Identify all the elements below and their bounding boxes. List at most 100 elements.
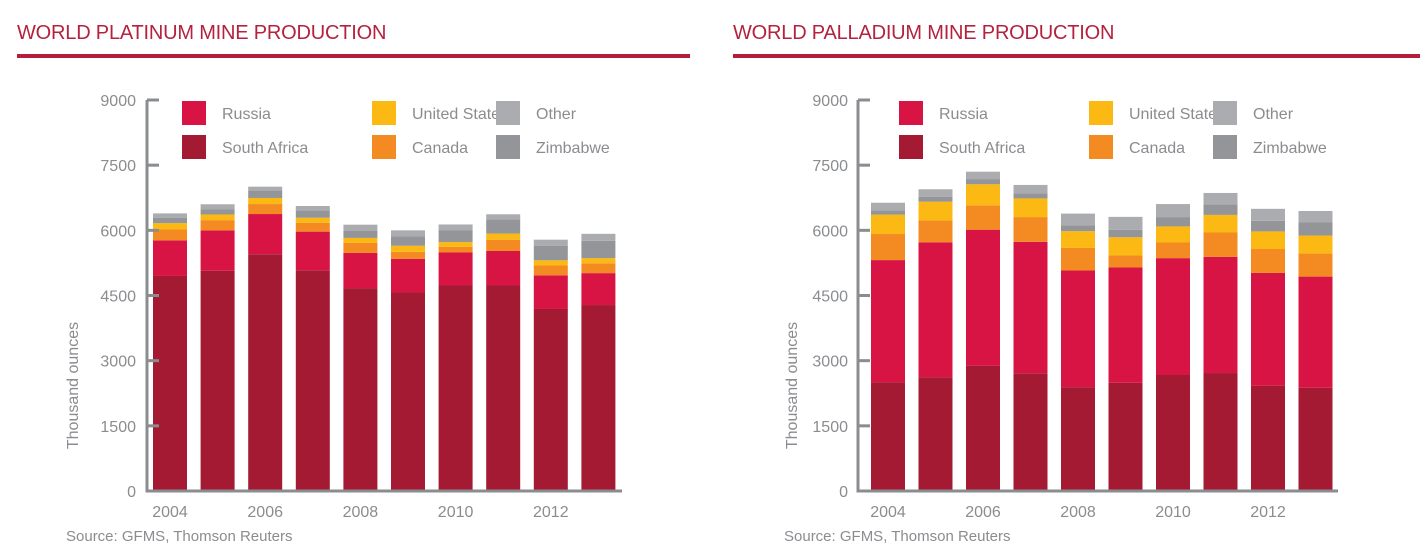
legend-label-canada: Canada — [412, 140, 468, 157]
legend-item-russia: Russia — [899, 101, 988, 125]
bar-south-africa-2008 — [1061, 387, 1095, 491]
bar-united-states-2010 — [438, 242, 473, 247]
legend-swatch-south-africa — [899, 135, 923, 159]
bar-zimbabwe-2005 — [200, 209, 235, 215]
bar-other-2005 — [200, 204, 235, 210]
bar-russia-2010 — [1156, 258, 1190, 376]
legend-swatch-zimbabwe — [1213, 135, 1237, 159]
platinum-chart: 0 1500 3000 4500 6000 7500 9000 2004 2006 2008 201… — [65, 93, 622, 521]
bar-russia-2010 — [438, 252, 473, 286]
bar-south-africa-2008 — [343, 288, 378, 491]
bar-canada-2009 — [1108, 255, 1143, 268]
bar-canada-2011 — [486, 239, 521, 251]
bar-other-2009 — [391, 230, 425, 237]
platinum-legend: Russia United States Other South Africa Cana… — [182, 101, 610, 159]
bar-south-africa-2012 — [1251, 385, 1285, 491]
bar-zimbabwe-2009 — [1108, 229, 1143, 238]
legend-item-canada: Canada — [372, 135, 468, 159]
bar-other-2004 — [871, 202, 905, 211]
bar-south-africa-2010 — [438, 285, 473, 491]
platinum-panel: WORLD PLATINUM MINE PRODUCTION 0 1500 3000… — [17, 22, 690, 545]
palladium-y-tick-label: 0 — [839, 484, 848, 501]
legend-label-zimbabwe: Zimbabwe — [536, 140, 610, 157]
legend-label-zimbabwe: Zimbabwe — [1253, 140, 1327, 157]
legend-item-russia: Russia — [182, 101, 271, 125]
bar-other-2008 — [1061, 213, 1095, 226]
bar-other-2012 — [1251, 208, 1285, 221]
legend-item-united-states: United States — [372, 101, 508, 125]
bar-united-states-2004 — [153, 223, 187, 230]
bar-russia-2009 — [1108, 267, 1143, 383]
bar-canada-2010 — [1156, 242, 1190, 259]
bar-united-states-2009 — [1108, 237, 1143, 256]
bar-united-states-2010 — [1156, 226, 1190, 243]
bar-south-africa-2011 — [486, 285, 521, 491]
bar-south-africa-2011 — [1203, 373, 1238, 491]
palladium-y-tick-label: 9000 — [812, 93, 848, 110]
bar-south-africa-2005 — [200, 270, 235, 491]
platinum-y-tick-label: 3000 — [100, 354, 136, 371]
bar-south-africa-2006 — [966, 365, 1000, 491]
bar-united-states-2013 — [1298, 235, 1333, 254]
platinum-y-tick-label: 6000 — [100, 223, 136, 240]
legend-swatch-other — [496, 101, 520, 125]
legend-item-canada: Canada — [1089, 135, 1185, 159]
bar-united-states-2011 — [1203, 214, 1238, 233]
bar-canada-2012 — [533, 265, 568, 276]
legend-item-zimbabwe: Zimbabwe — [1213, 135, 1327, 159]
bar-canada-2007 — [295, 222, 330, 232]
bar-russia-2013 — [581, 273, 616, 306]
bar-canada-2013 — [1298, 253, 1333, 277]
bar-other-2007 — [295, 206, 330, 211]
platinum-title-rule — [17, 54, 690, 58]
legend-swatch-united-states — [372, 101, 396, 125]
bar-other-2008 — [343, 224, 378, 231]
bar-russia-2012 — [1251, 272, 1285, 386]
bar-russia-2007 — [1013, 241, 1048, 374]
bar-canada-2012 — [1251, 249, 1285, 273]
legend-swatch-south-africa — [182, 135, 206, 159]
bar-south-africa-2010 — [1156, 375, 1190, 491]
bar-russia-2012 — [533, 275, 568, 309]
palladium-y-tick-label: 3000 — [812, 354, 848, 371]
legend-label-russia: Russia — [222, 106, 271, 123]
bar-zimbabwe-2013 — [1298, 222, 1333, 236]
palladium-x-tick-label: 2010 — [1155, 504, 1191, 521]
bar-russia-2004 — [871, 260, 905, 383]
platinum-x-tick-label: 2012 — [533, 504, 569, 521]
platinum-y-tick-label: 7500 — [100, 158, 136, 175]
bar-zimbabwe-2011 — [486, 219, 521, 234]
legend-swatch-canada — [372, 135, 396, 159]
bar-russia-2005 — [200, 230, 235, 271]
legend-swatch-russia — [899, 101, 923, 125]
bar-zimbabwe-2004 — [871, 210, 905, 215]
platinum-x-tick-label: 2008 — [343, 504, 379, 521]
legend-label-other: Other — [536, 106, 577, 123]
bar-canada-2006 — [966, 205, 1000, 230]
palladium-bars — [871, 171, 1333, 491]
legend-swatch-russia — [182, 101, 206, 125]
bar-united-states-2004 — [871, 214, 905, 235]
bar-south-africa-2004 — [871, 382, 905, 491]
bar-zimbabwe-2010 — [1156, 217, 1190, 227]
platinum-source-note: Source: GFMS, Thomson Reuters — [66, 528, 293, 545]
bar-canada-2008 — [1061, 247, 1095, 271]
bar-south-africa-2009 — [1108, 382, 1143, 491]
platinum-y-axis-title: Thousand ounces — [65, 322, 82, 449]
platinum-x-tick-label: 2006 — [247, 504, 283, 521]
bar-other-2012 — [533, 239, 568, 246]
bar-other-2006 — [966, 171, 1000, 180]
bar-south-africa-2009 — [391, 292, 425, 491]
bar-other-2011 — [486, 214, 521, 220]
bar-south-africa-2004 — [153, 275, 187, 491]
bar-zimbabwe-2008 — [1061, 225, 1095, 232]
bar-russia-2011 — [486, 250, 521, 286]
legend-label-russia: Russia — [939, 106, 988, 123]
bar-russia-2007 — [295, 231, 330, 271]
palladium-title-rule — [733, 54, 1420, 58]
palladium-y-tick-label: 6000 — [812, 223, 848, 240]
bar-united-states-2005 — [200, 214, 235, 221]
legend-label-south-africa: South Africa — [939, 140, 1025, 157]
bar-other-2004 — [153, 213, 187, 218]
